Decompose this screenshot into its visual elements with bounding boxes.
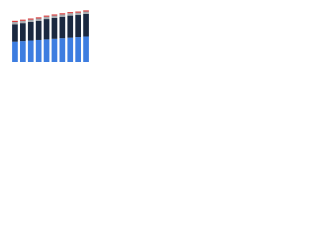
bar-segment	[27, 40, 34, 62]
bar-segment	[20, 41, 26, 62]
bar-segment	[75, 11, 81, 13]
bar-segment	[83, 11, 89, 14]
bar-segment	[35, 17, 42, 19]
bar-segment	[43, 19, 50, 40]
bar-segment	[67, 12, 74, 14]
bar-segment	[59, 38, 66, 62]
bar-segment	[35, 39, 42, 62]
bar-segment	[67, 15, 74, 38]
chart	[12, 10, 89, 62]
bar-segment	[12, 21, 18, 25]
bar-segment	[51, 14, 58, 16]
bar-segment	[83, 10, 89, 12]
bar-segment	[12, 24, 18, 42]
bar-segment	[67, 13, 74, 16]
bar-segment	[75, 12, 81, 16]
bar-segment	[59, 14, 66, 17]
bar-segment	[20, 20, 26, 24]
bar-segment	[35, 18, 42, 21]
bar-segment	[20, 23, 26, 42]
bar-segment	[27, 18, 34, 20]
bar-segment	[12, 20, 18, 22]
bar-segment	[43, 16, 50, 20]
bar-segment	[43, 39, 50, 62]
bar-segment	[43, 15, 50, 17]
bar-segment	[59, 16, 66, 39]
bar-segment	[51, 17, 58, 39]
bar-segment	[59, 13, 66, 15]
bar-segment	[51, 15, 58, 18]
bar-segment	[20, 19, 26, 21]
bar-segment	[12, 41, 18, 62]
bar-segment	[27, 21, 34, 41]
bar-segment	[67, 37, 74, 62]
bar-segment	[27, 19, 34, 22]
bar-segment	[75, 37, 81, 62]
bar-segment	[75, 15, 81, 38]
bar-segment	[35, 20, 42, 40]
bar-segment	[51, 38, 58, 62]
bar-segment	[83, 36, 89, 62]
bar-segment	[83, 13, 89, 37]
